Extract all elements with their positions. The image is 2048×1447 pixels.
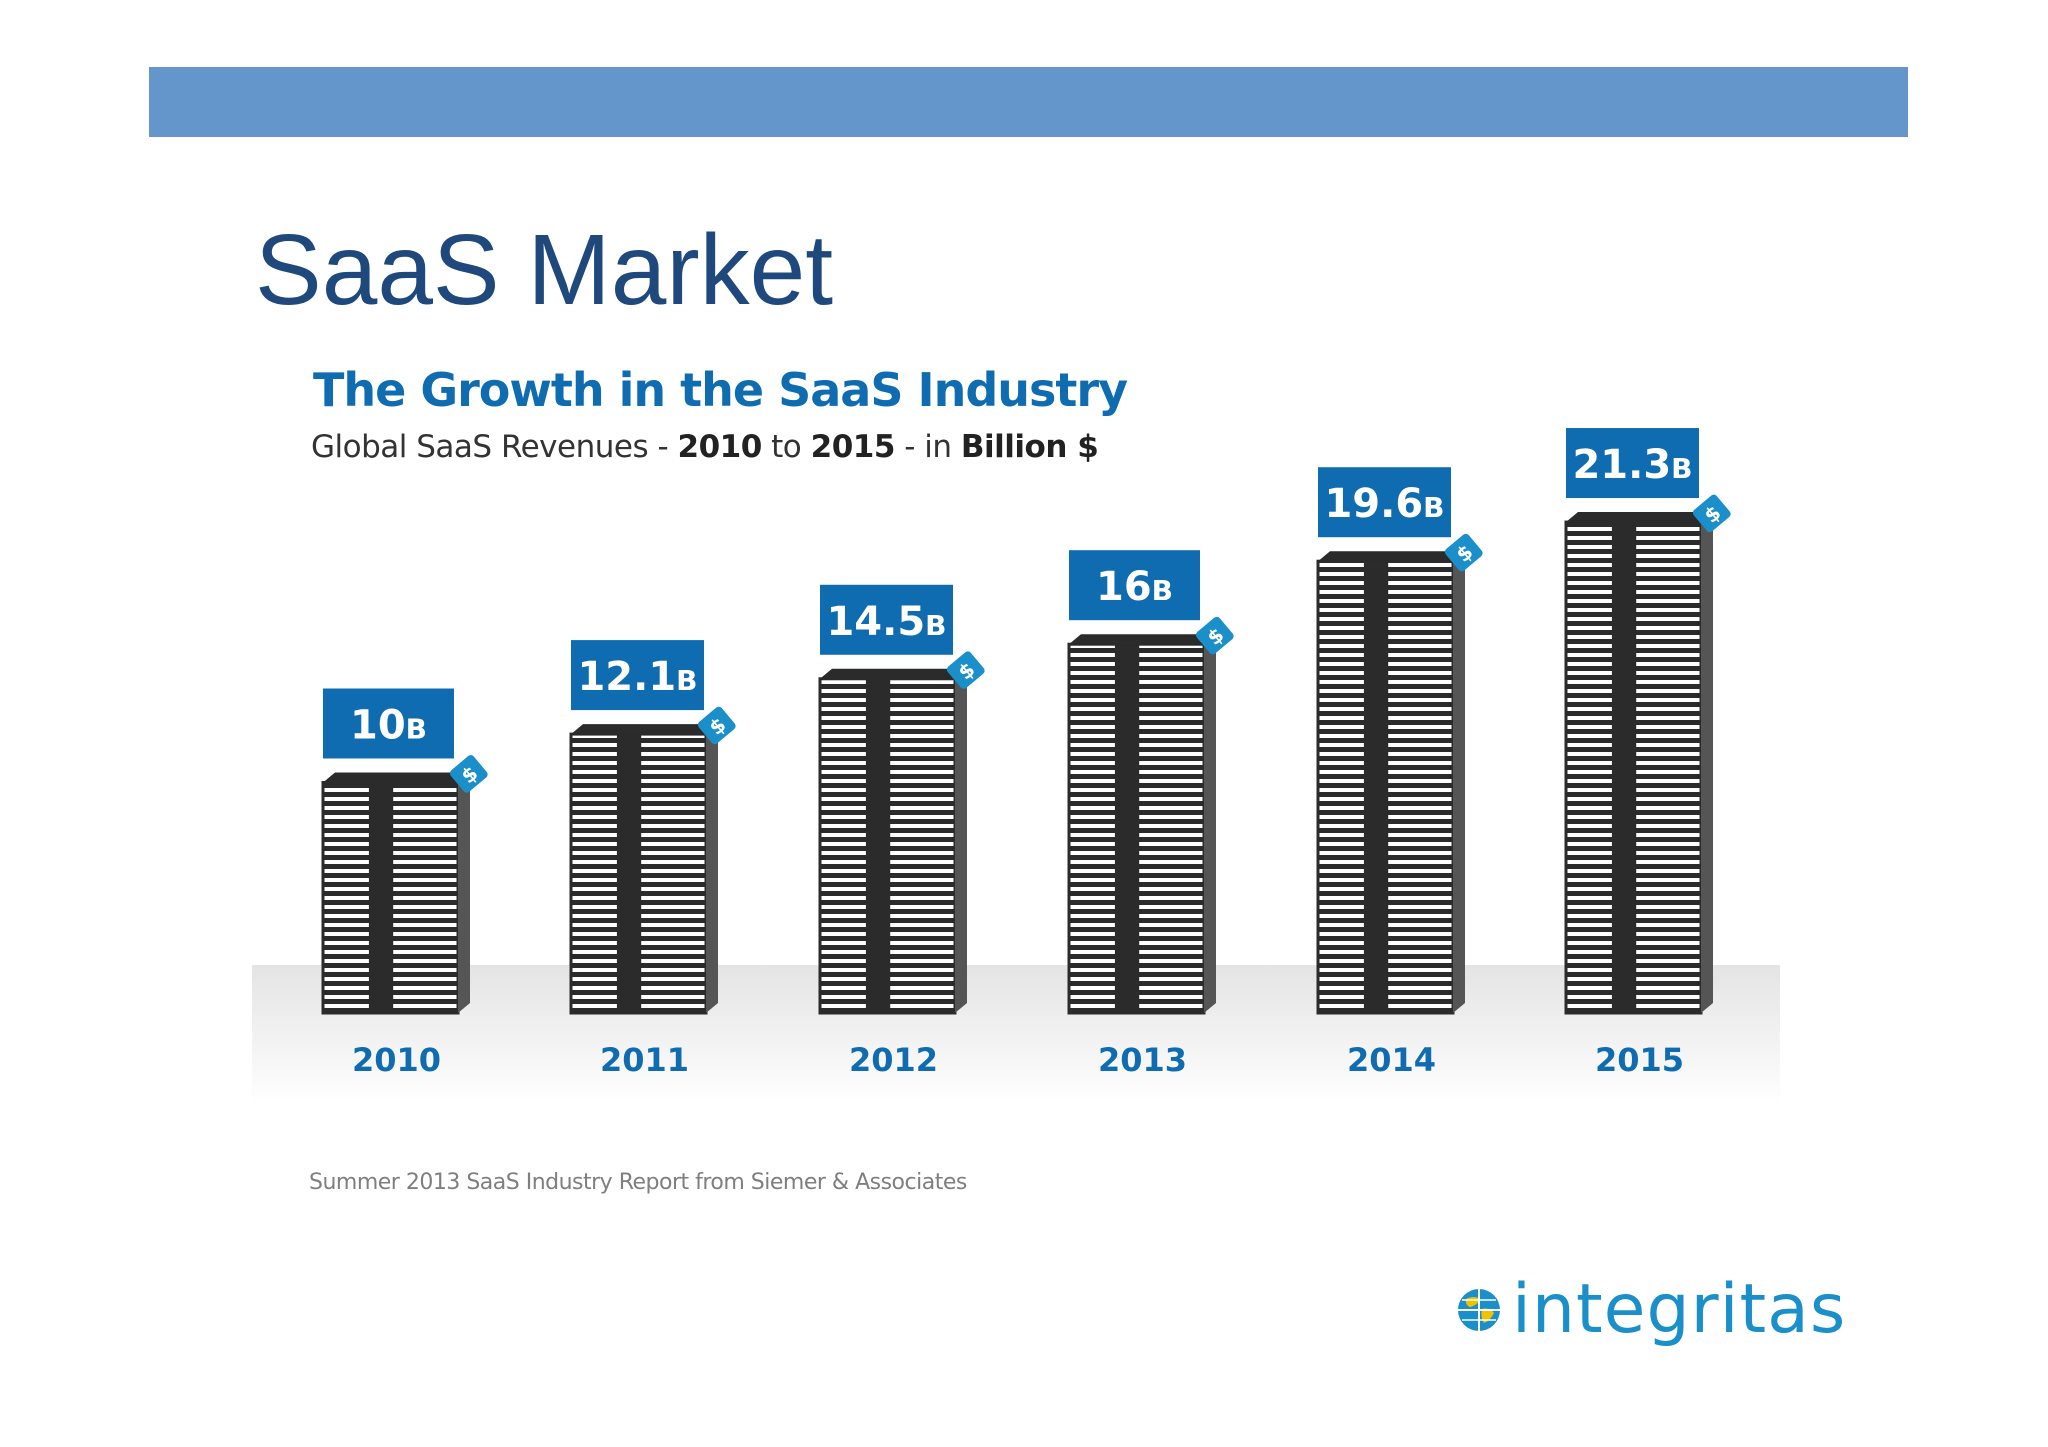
data-label-unit: B — [676, 664, 697, 697]
data-label-box — [323, 688, 454, 759]
tag-shape — [1444, 533, 1483, 572]
bar-band — [865, 678, 891, 1013]
header-bar — [149, 67, 1908, 137]
subtitle-end-year: 2015 — [810, 429, 896, 465]
bar-band — [1363, 561, 1389, 1013]
data-label: 10B — [350, 703, 427, 749]
integritas-logo: integritas — [1456, 1270, 1846, 1350]
bar-band — [1114, 644, 1140, 1013]
data-label-unit: B — [925, 609, 946, 642]
data-label-value: 19.6 — [1324, 481, 1423, 527]
bar-side — [1701, 512, 1713, 1013]
bar-2011: 12.1B$2011 — [569, 640, 736, 1079]
logo-text: integritas — [1512, 1270, 1847, 1349]
x-tick-label: 2011 — [600, 1041, 689, 1079]
tag-shape — [1692, 494, 1731, 533]
data-label-value: 21.3 — [1572, 442, 1671, 488]
bar-band — [616, 734, 642, 1013]
tag-shape — [697, 706, 736, 745]
bar-side — [955, 668, 967, 1013]
data-label-box — [571, 640, 704, 711]
subtitle-start-year: 2010 — [677, 429, 763, 465]
bar-top — [820, 668, 967, 679]
x-tick-label: 2015 — [1595, 1041, 1684, 1079]
x-tick-label: 2010 — [352, 1041, 441, 1079]
data-label-box — [1069, 550, 1200, 621]
dollar-tag-icon: $ — [946, 651, 985, 689]
data-label-box — [1318, 467, 1451, 538]
bar-2013: 16B $2013 — [1067, 550, 1234, 1079]
dollar-tag-icon: $ — [1692, 494, 1731, 533]
dollar-tag-icon: $ — [1195, 616, 1234, 655]
bar-2015: 21.3B$2015 — [1564, 428, 1731, 1079]
tag-shape — [449, 755, 488, 793]
data-label-unit: B — [406, 713, 427, 746]
bar-top — [571, 724, 718, 735]
bar-top — [1318, 551, 1465, 562]
chart-subtitle: Global SaaS Revenues - 2010 to 2015 - in… — [311, 425, 1099, 469]
bar-side — [1204, 634, 1216, 1013]
data-label-box — [820, 584, 953, 655]
subtitle-suffix: - in — [894, 429, 961, 465]
dollar-tag-icon: $ — [1444, 533, 1483, 572]
dollar-tag-icon: $ — [449, 755, 488, 793]
chart-title: The Growth in the SaaS Industry — [313, 363, 1128, 417]
data-label-value: 16 — [1096, 564, 1152, 610]
data-label-unit: B — [1423, 491, 1444, 524]
globe-icon — [1458, 1289, 1500, 1331]
data-label: 14.5B — [826, 599, 946, 645]
bar-side — [706, 724, 718, 1013]
x-tick-label: 2014 — [1347, 1041, 1436, 1079]
data-label-value: 12.1 — [577, 654, 676, 700]
data-label-box — [1566, 428, 1699, 499]
bar-band — [368, 782, 394, 1013]
bar-top — [1566, 512, 1713, 523]
bar-2014: 19.6B$2014 — [1316, 467, 1483, 1079]
subtitle-middle: to — [761, 429, 811, 465]
bar-2012: 14.5B$2012 — [818, 584, 985, 1079]
tag-shape — [1195, 616, 1234, 655]
chart-floor — [252, 965, 1780, 1105]
data-label-value: 10 — [350, 703, 406, 749]
data-label: 16B — [1096, 564, 1173, 610]
bar-side — [1453, 551, 1465, 1013]
slide-title: SaaS Market — [255, 214, 834, 326]
bar-band — [1611, 522, 1637, 1013]
tag-shape — [946, 651, 985, 689]
bars-layer: 10B$201012.1B$201114.5B$201216B$201319.6… — [321, 428, 1731, 1079]
dollar-tag-icon: $ — [697, 706, 736, 745]
data-label: 19.6B — [1324, 481, 1444, 527]
data-label: 12.1B — [577, 654, 697, 700]
x-tick-label: 2013 — [1098, 1041, 1187, 1079]
data-label-value: 14.5 — [826, 599, 925, 645]
data-label-unit: B — [1671, 452, 1692, 485]
source-note: Summer 2013 SaaS Industry Report from Si… — [309, 1170, 967, 1195]
subtitle-prefix: Global SaaS Revenues - — [311, 429, 678, 465]
bar-2010: 10B $2010 — [321, 688, 488, 1079]
x-tick-label: 2012 — [849, 1041, 938, 1079]
data-label-unit: B — [1152, 574, 1173, 607]
bar-top — [1069, 634, 1216, 645]
subtitle-unit: Billion $ — [960, 429, 1099, 465]
bar-side — [458, 772, 470, 1013]
data-label: 21.3B — [1572, 442, 1692, 488]
bar-top — [323, 772, 470, 783]
